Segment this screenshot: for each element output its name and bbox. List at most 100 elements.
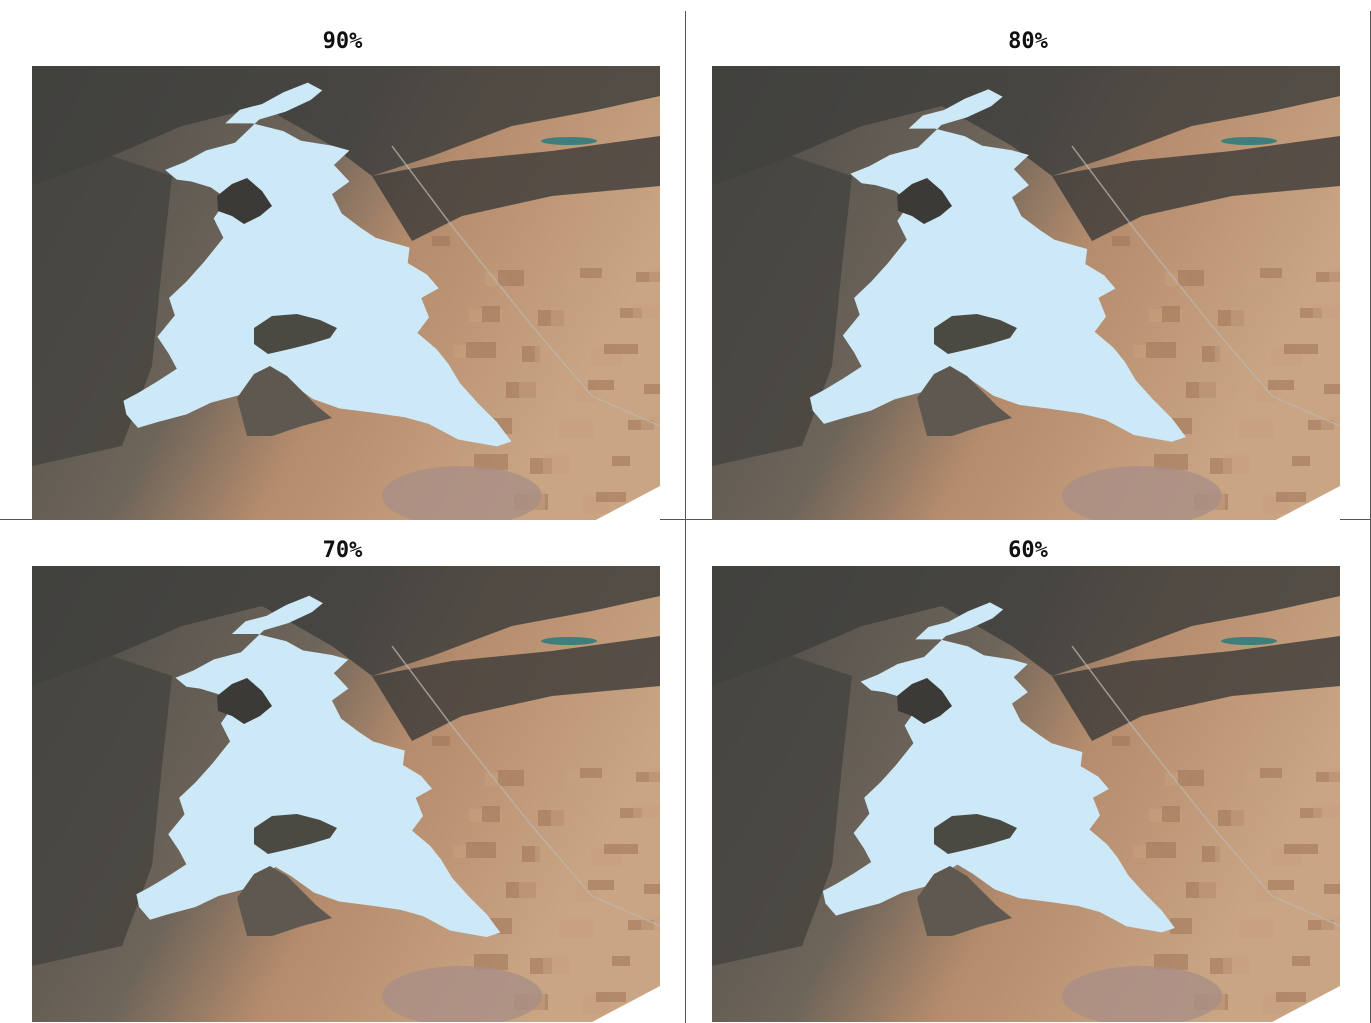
farmland-field bbox=[498, 770, 524, 786]
farmland-field bbox=[1199, 879, 1233, 898]
farmland-field bbox=[498, 270, 524, 286]
island-south bbox=[934, 814, 1017, 854]
road bbox=[1071, 645, 1340, 927]
farmland-field bbox=[1329, 769, 1340, 782]
farmland-field bbox=[1215, 343, 1237, 362]
road bbox=[391, 645, 660, 927]
farmland-field bbox=[1239, 919, 1273, 938]
farmland-field bbox=[1300, 308, 1322, 318]
small-lake bbox=[1221, 637, 1277, 645]
panel-label: 80% bbox=[1008, 29, 1048, 54]
farmland-field bbox=[1276, 992, 1306, 1002]
farmland-field bbox=[633, 805, 659, 818]
farmland-field bbox=[432, 236, 450, 246]
farmland-field bbox=[649, 269, 660, 282]
mountain-slope-west bbox=[712, 656, 852, 966]
farmland-field bbox=[620, 308, 642, 318]
town-area bbox=[1062, 966, 1222, 1022]
farmland-field bbox=[1260, 268, 1282, 278]
farmland-field bbox=[580, 768, 602, 778]
farmland-field bbox=[1154, 954, 1188, 970]
farmland-field bbox=[1223, 955, 1249, 974]
grid-line-horizontal bbox=[0, 519, 1371, 520]
map-corner bbox=[1272, 486, 1340, 522]
farmland-field bbox=[1146, 842, 1176, 858]
farmland-field bbox=[644, 384, 660, 394]
farmland-field bbox=[519, 379, 553, 398]
farmland-field bbox=[535, 843, 557, 862]
farmland-field bbox=[1313, 305, 1339, 318]
farmland-field bbox=[1324, 384, 1340, 394]
farmland-field bbox=[1215, 843, 1237, 862]
farmland-field bbox=[1112, 236, 1130, 246]
farmland-field bbox=[588, 380, 614, 390]
farmland-field bbox=[1329, 269, 1340, 282]
farmland-field bbox=[1178, 270, 1204, 286]
farmland-field bbox=[1284, 844, 1318, 854]
farmland-field bbox=[1268, 880, 1294, 890]
map-corner bbox=[592, 486, 660, 522]
mountain-slope-west bbox=[712, 156, 852, 466]
farmland-field bbox=[649, 769, 660, 782]
farmland-field bbox=[633, 305, 659, 318]
farmland-field bbox=[432, 736, 450, 746]
terrain-map-svg bbox=[32, 66, 660, 522]
farmland-field bbox=[1223, 455, 1249, 474]
farmland-field bbox=[1146, 342, 1176, 358]
farmland-field bbox=[1324, 884, 1340, 894]
farmland-field bbox=[1300, 808, 1322, 818]
farmland-field bbox=[1162, 306, 1180, 322]
farmland-field bbox=[535, 343, 557, 362]
farmland-field bbox=[604, 344, 638, 354]
farmland-field bbox=[543, 955, 569, 974]
farmland-field bbox=[1170, 918, 1192, 934]
island-north bbox=[217, 678, 272, 724]
reservoir-water bbox=[136, 595, 501, 938]
farmland-field bbox=[612, 956, 630, 966]
farmland-field bbox=[519, 879, 553, 898]
island-north bbox=[217, 178, 272, 224]
town-area bbox=[382, 466, 542, 522]
farmland-field bbox=[559, 919, 593, 938]
map-corner bbox=[1272, 986, 1340, 1022]
island-south bbox=[254, 314, 337, 354]
farmland-field bbox=[612, 456, 630, 466]
farmland-field bbox=[551, 807, 581, 826]
farmland-field bbox=[1178, 770, 1204, 786]
farmland-field bbox=[596, 992, 626, 1002]
farmland-field bbox=[596, 492, 626, 502]
peninsula bbox=[917, 366, 1012, 436]
farmland-field bbox=[559, 419, 593, 438]
small-lake bbox=[541, 137, 597, 145]
farmland-field bbox=[1292, 456, 1310, 466]
reservoir-map bbox=[32, 566, 660, 1022]
terrain-map-svg bbox=[32, 566, 660, 1022]
farmland-field bbox=[1316, 272, 1340, 282]
farmland-field bbox=[1313, 805, 1339, 818]
farmland-field bbox=[604, 844, 638, 854]
mountain-ridge-north bbox=[32, 566, 660, 686]
farmland-field bbox=[1231, 307, 1261, 326]
mountain-ridge-north bbox=[712, 66, 1340, 186]
farmland-field bbox=[482, 306, 500, 322]
farmland-field bbox=[1162, 806, 1180, 822]
panel-80: 80% bbox=[686, 11, 1370, 522]
small-lake bbox=[1221, 137, 1277, 145]
town-area bbox=[382, 966, 542, 1022]
farmland-field bbox=[466, 342, 496, 358]
farmland-field bbox=[466, 842, 496, 858]
farmland-field bbox=[474, 954, 508, 970]
road bbox=[391, 145, 660, 427]
farmland-field bbox=[1260, 768, 1282, 778]
farmland-field bbox=[474, 454, 508, 470]
farmland-field bbox=[1316, 772, 1340, 782]
mountain-ridge-north bbox=[32, 66, 660, 186]
mountain-ridge-north bbox=[712, 566, 1340, 686]
farmland-field bbox=[636, 272, 660, 282]
farmland-field bbox=[620, 808, 642, 818]
island-south bbox=[934, 314, 1017, 354]
terrain-map-svg bbox=[712, 566, 1340, 1022]
mountain-slope-west bbox=[32, 656, 172, 966]
farmland-field bbox=[1231, 807, 1261, 826]
